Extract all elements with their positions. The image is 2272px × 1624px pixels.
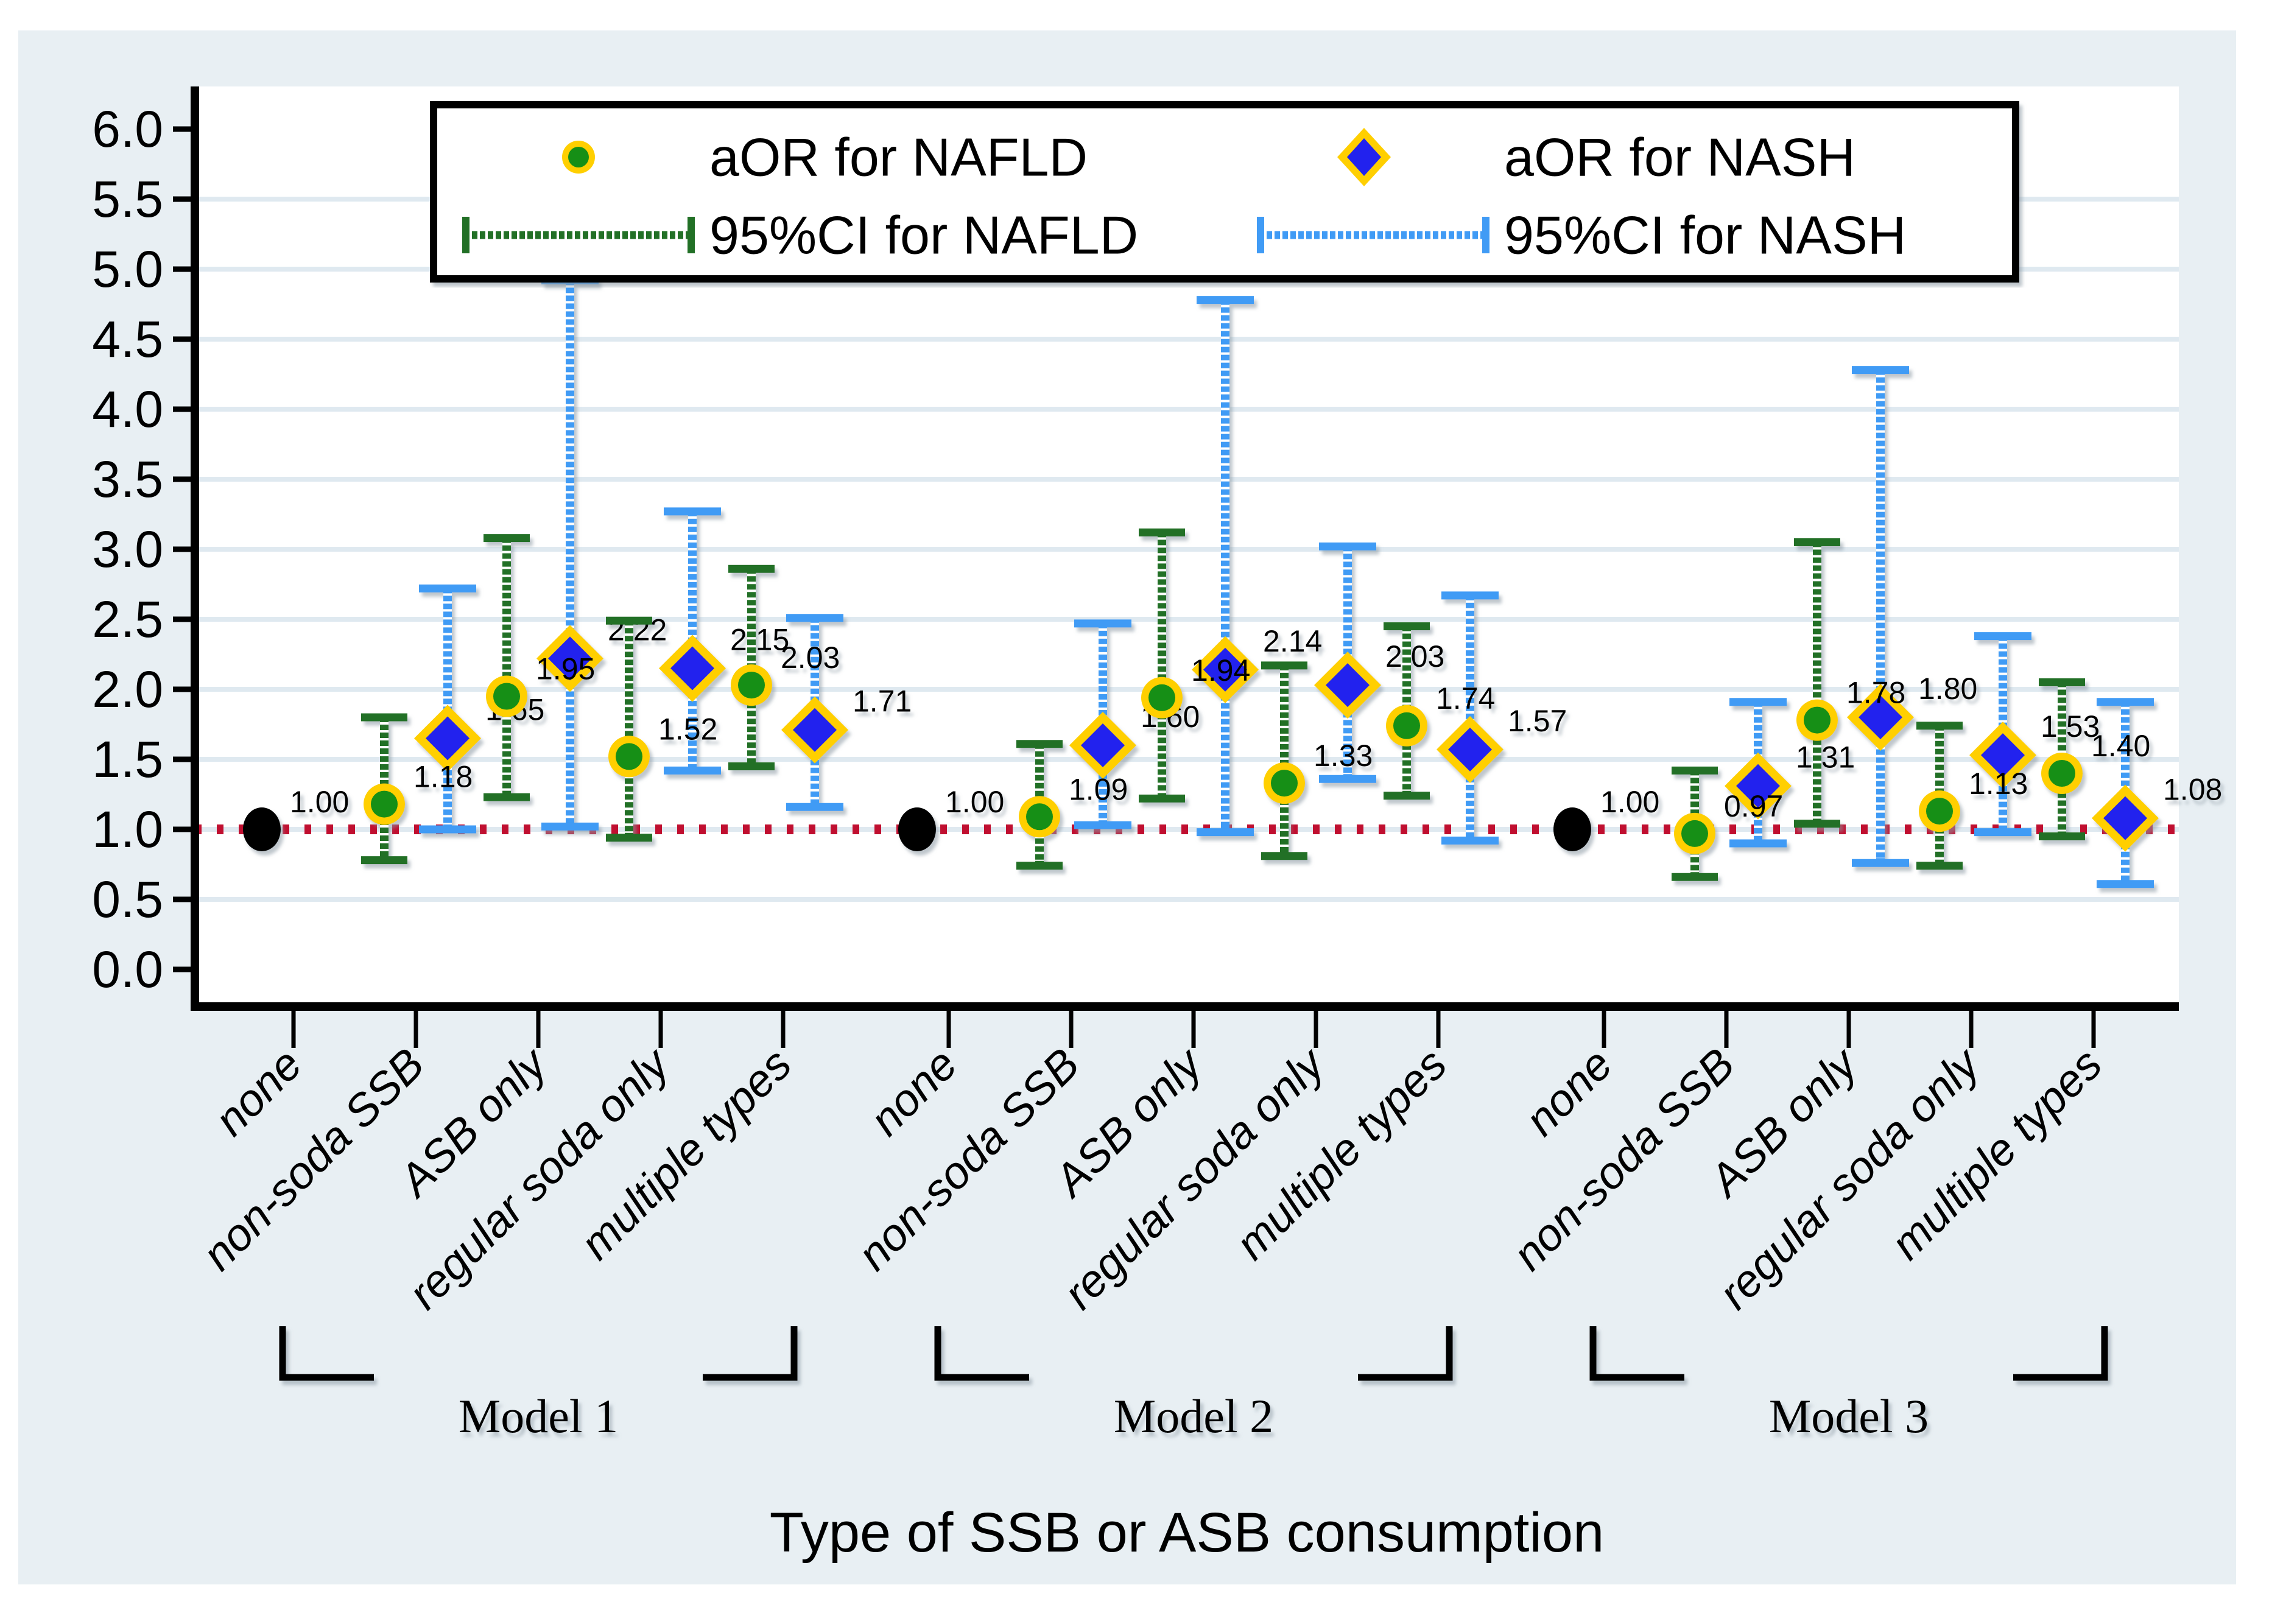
y-tick-label: 1.5 xyxy=(92,731,163,788)
legend-label-aor-nash: aOR for NASH xyxy=(1504,127,1855,188)
nafld-value-label: 1.94 xyxy=(1191,653,1250,687)
reference-dot xyxy=(898,807,936,851)
legend-label-ci-nafld: 95%CI for NAFLD xyxy=(709,205,1138,265)
nash-marker xyxy=(1081,723,1125,767)
nash-marker xyxy=(426,716,470,761)
nafld-value-label: 1.09 xyxy=(1069,772,1128,806)
bracket-left xyxy=(279,1326,374,1381)
model-brackets: Model 1 Model 2 Model 3 xyxy=(279,1326,2108,1443)
model-label: Model 2 xyxy=(1114,1390,1273,1443)
nafld-value-label: 1.40 xyxy=(2091,729,2150,763)
nash-marker xyxy=(1326,663,1370,708)
nash-marker xyxy=(2103,796,2147,840)
nash-value-label: 1.31 xyxy=(1796,740,1855,775)
model-group-1: 1.001.181.651.952.221.522.152.031.71 xyxy=(243,276,912,865)
nash-value-label: 1.08 xyxy=(2163,773,2222,807)
nash-marker xyxy=(1448,727,1492,772)
nash-value-label: 2.15 xyxy=(730,623,789,657)
bracket-right xyxy=(1358,1326,1453,1381)
nafld-value-label: 1.33 xyxy=(1314,739,1373,773)
model-group-2: 1.00 1.091.601.942.141.332.031.741.57 xyxy=(898,296,1567,870)
legend-label-ci-nash: 95%CI for NASH xyxy=(1504,205,1906,265)
nafld-value-label: 1.74 xyxy=(1436,681,1495,715)
reference-value-label: 1.00 xyxy=(1600,785,1659,819)
bracket-left xyxy=(934,1326,1029,1381)
data-layer: 1.001.181.651.952.221.522.152.031.711.00… xyxy=(243,276,2222,888)
nafld-value-label: 2.03 xyxy=(781,641,840,675)
bracket-right xyxy=(703,1326,798,1381)
nafld-marker xyxy=(493,683,520,710)
legend-nash-marker-icon xyxy=(1347,138,1381,176)
y-tick-label: 2.0 xyxy=(92,661,163,718)
nafld-value-label: 0.97 xyxy=(1724,789,1783,823)
nafld-marker xyxy=(2049,760,2075,787)
nafld-marker xyxy=(1681,820,1708,847)
bracket-left xyxy=(1589,1326,1684,1381)
y-tick-label: 5.0 xyxy=(92,241,163,298)
y-tick-label: 2.5 xyxy=(92,591,163,648)
y-tick-label: 5.5 xyxy=(92,170,163,228)
nash-value-label: 1.57 xyxy=(1508,704,1567,738)
nash-marker xyxy=(1859,695,1902,739)
reference-value-label: 1.00 xyxy=(945,785,1004,819)
nash-value-label: 1.71 xyxy=(853,684,912,719)
y-tick-label: 0.5 xyxy=(92,871,163,928)
nafld-marker xyxy=(1026,803,1053,831)
bracket-right xyxy=(2013,1326,2108,1381)
nash-marker xyxy=(793,708,837,752)
legend-label-aor-nafld: aOR for NAFLD xyxy=(709,127,1088,188)
model-group-3: 1.00 0.97 1.31 1.78 1.80 1.13 1.531.40 1.08 xyxy=(1553,366,2222,888)
nafld-marker xyxy=(738,672,765,699)
y-tick-label: 6.0 xyxy=(92,100,163,158)
model-label: Model 1 xyxy=(459,1390,618,1443)
x-axis-title: Type of SSB or ASB consumption xyxy=(770,1502,1605,1564)
y-tick-label: 4.0 xyxy=(92,381,163,438)
nash-value-label: 2.14 xyxy=(1263,624,1322,658)
nafld-marker xyxy=(1926,798,1953,825)
nafld-marker xyxy=(371,790,398,818)
reference-value-label: 1.00 xyxy=(290,785,349,819)
nafld-marker xyxy=(616,743,642,770)
nafld-marker xyxy=(1148,684,1175,711)
nash-value-label: 1.80 xyxy=(1918,672,1977,706)
y-tick-label: 4.5 xyxy=(92,311,163,368)
legend-box xyxy=(430,101,2019,283)
nafld-value-label: 1.95 xyxy=(536,652,595,686)
nafld-marker xyxy=(1804,706,1831,734)
nash-marker xyxy=(1203,647,1247,692)
nash-marker xyxy=(1981,733,2025,778)
reference-dot xyxy=(1553,807,1591,851)
nafld-value-label: 1.18 xyxy=(413,760,473,794)
nash-value-label: 1.53 xyxy=(2041,709,2100,743)
nash-marker xyxy=(1736,764,1780,808)
nafld-value-label: 1.78 xyxy=(1846,676,1905,710)
y-tick-label: 0.0 xyxy=(92,941,163,998)
nash-value-label: 2.03 xyxy=(1385,639,1444,673)
nash-marker xyxy=(548,636,592,681)
nafld-value-label: 1.52 xyxy=(658,712,717,746)
nafld-value-label: 1.13 xyxy=(1969,767,2028,801)
y-tick-label: 3.5 xyxy=(92,451,163,508)
model-label: Model 3 xyxy=(1769,1390,1929,1443)
y-tick-label: 3.0 xyxy=(92,521,163,578)
legend-nafld-marker-icon xyxy=(568,147,589,167)
reference-dot xyxy=(243,807,281,851)
nash-marker xyxy=(670,646,714,691)
nafld-marker xyxy=(1271,770,1298,797)
nafld-marker xyxy=(1393,712,1420,739)
y-tick-label: 1.0 xyxy=(92,801,163,858)
legend: aOR for NAFLD aOR for NASH 95%CI for NAFLD… xyxy=(430,101,2019,283)
